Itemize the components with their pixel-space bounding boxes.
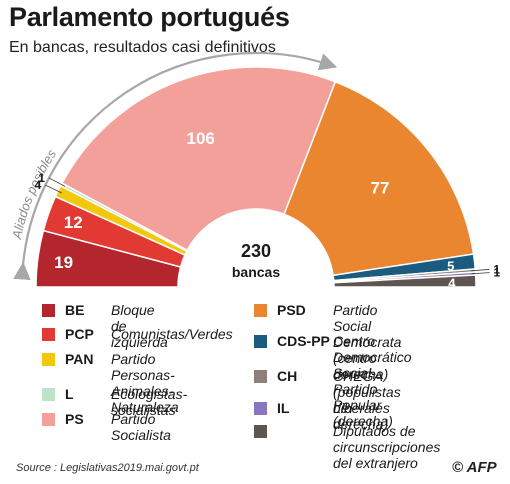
label-ch: 1: [493, 262, 500, 276]
label-pan: 4: [35, 178, 42, 192]
label-il: 1: [494, 266, 501, 280]
legend-swatch: [254, 402, 267, 415]
label-ch-leader: [471, 269, 490, 272]
label-il-leader: [471, 272, 490, 275]
label-l-leader: [48, 177, 66, 187]
legend-swatch: [42, 388, 55, 401]
allies-arc: [13, 51, 338, 281]
legend-name: Liberales: [333, 400, 390, 416]
slice-extranjero: [333, 274, 477, 288]
legend-name: CHEGA (populistas de derecha): [333, 368, 401, 432]
legend-item-psd: PSD Partido Social Demócrata (centro dere…: [254, 302, 401, 382]
legend-item-be: BE Bloque de izquierda: [42, 302, 168, 350]
legend-abbr: CH: [277, 368, 298, 384]
legend-item-cds-pp: CDS-PP Centro Democrático Social- Partido…: [254, 333, 412, 429]
legend-abbr: PAN: [65, 351, 94, 367]
center-unit: bancas: [232, 264, 280, 280]
legend-swatch: [42, 413, 55, 426]
legend-swatch: [254, 370, 267, 383]
legend-abbr: PCP: [65, 326, 94, 342]
label-psd: 77: [371, 179, 390, 198]
legend-item-ps: PS Partido Socialista: [42, 411, 171, 443]
legend-item-extranjero: Diputados de circunscripciones del extra…: [254, 423, 440, 471]
label-pan-leader: [45, 184, 62, 194]
legend-abbr: PSD: [277, 302, 306, 318]
slice-psd: [283, 80, 475, 277]
legend-item-pcp: PCP Comunistas/Verdes: [42, 326, 233, 342]
legend-name: Centro Democrático Social- Partido Popul…: [333, 333, 412, 429]
legend-name: Comunistas/Verdes: [111, 326, 233, 342]
legend-name: Ecologistas-socialistas: [111, 386, 188, 418]
legend-swatch: [42, 328, 55, 341]
legend-name: Partido Social Demócrata (centro derecha…: [333, 302, 402, 382]
legend-swatch: [254, 335, 267, 348]
legend-swatch: [254, 304, 267, 317]
legend-abbr: L: [65, 386, 74, 402]
legend-name: Partido Personas- Animales-Naturaleza: [111, 351, 179, 415]
legend-item-l: L Ecologistas-socialistas: [42, 386, 187, 418]
label-ps: 106: [187, 129, 215, 148]
legend-name: Diputados de circunscripciones del extra…: [333, 423, 441, 471]
chart-title: Parlamento portugués: [9, 2, 290, 32]
label-l: 1: [38, 171, 45, 185]
label-extranjero: 4: [448, 276, 456, 291]
legend-name: Bloque de izquierda: [111, 302, 168, 350]
label-cds-pp: 5: [447, 258, 454, 273]
legend-swatch: [254, 425, 267, 438]
legend-item-pan: PAN Partido Personas- Animales-Naturaleza: [42, 351, 179, 415]
legend-name: Partido Socialista: [111, 411, 171, 443]
legend-abbr: IL: [277, 400, 290, 416]
slice-ps: [61, 66, 337, 252]
legend-swatch: [42, 353, 55, 366]
legend-item-il: IL Liberales: [254, 400, 390, 416]
label-pcp: 12: [64, 213, 83, 232]
center-total: 230: [241, 241, 271, 261]
afp-logo: © AFP: [452, 459, 497, 476]
chart-subtitle: En bancas, resultados casi definitivos: [9, 39, 276, 56]
label-be: 19: [54, 253, 73, 272]
legend-abbr: PS: [65, 411, 84, 427]
legend-abbr: CDS-PP: [277, 333, 330, 349]
legend-abbr: BE: [65, 302, 85, 318]
source-note: Source : Legislativas2019.mai.govt.pt: [16, 462, 199, 474]
legend-swatch: [42, 304, 55, 317]
legend-item-ch: CH CHEGA (populistas de derecha): [254, 368, 401, 432]
